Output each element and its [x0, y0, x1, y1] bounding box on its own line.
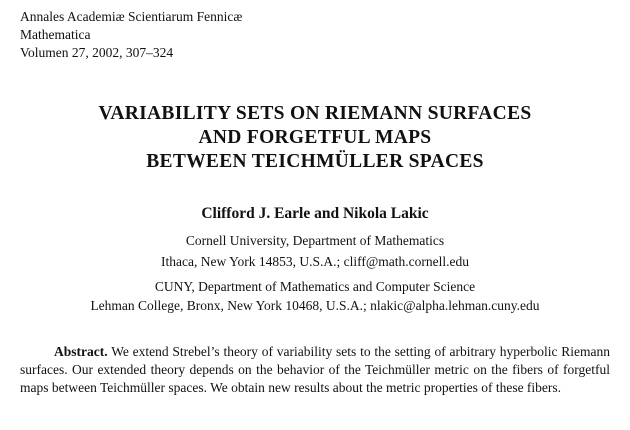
abstract: Abstract. We extend Strebel’s theory of … — [20, 343, 610, 397]
paper-title: VARIABILITY SETS ON RIEMANN SURFACES AND… — [0, 102, 630, 174]
affiliation-2-line-2: Lehman College, Bronx, New York 10468, U… — [90, 298, 540, 313]
abstract-label: Abstract. — [54, 344, 108, 359]
title-line-1: VARIABILITY SETS ON RIEMANN SURFACES — [98, 103, 532, 124]
journal-series: Mathematica — [20, 27, 91, 42]
journal-info: Annales Academiæ Scientiarum Fennicæ Mat… — [20, 8, 242, 62]
abstract-text: We extend Strebel’s theory of variabilit… — [20, 344, 611, 395]
affiliation-1-line-2: Ithaca, New York 14853, U.S.A.; cliff@ma… — [160, 254, 469, 269]
title-line-2: AND FORGETFUL MAPS — [198, 127, 432, 148]
affiliation-1-line-1: Cornell University, Department of Mathem… — [185, 233, 445, 248]
journal-name: Annales Academiæ Scientiarum Fennicæ — [20, 9, 243, 24]
authors: Clifford J. Earle and Nikola Lakic — [201, 205, 429, 222]
title-line-3: BETWEEN TEICHMÜLLER SPACES — [146, 151, 484, 172]
journal-volume: Volumen 27, 2002, 307–324 — [20, 45, 174, 60]
affiliation-2-line-1: CUNY, Department of Mathematics and Comp… — [154, 279, 476, 294]
